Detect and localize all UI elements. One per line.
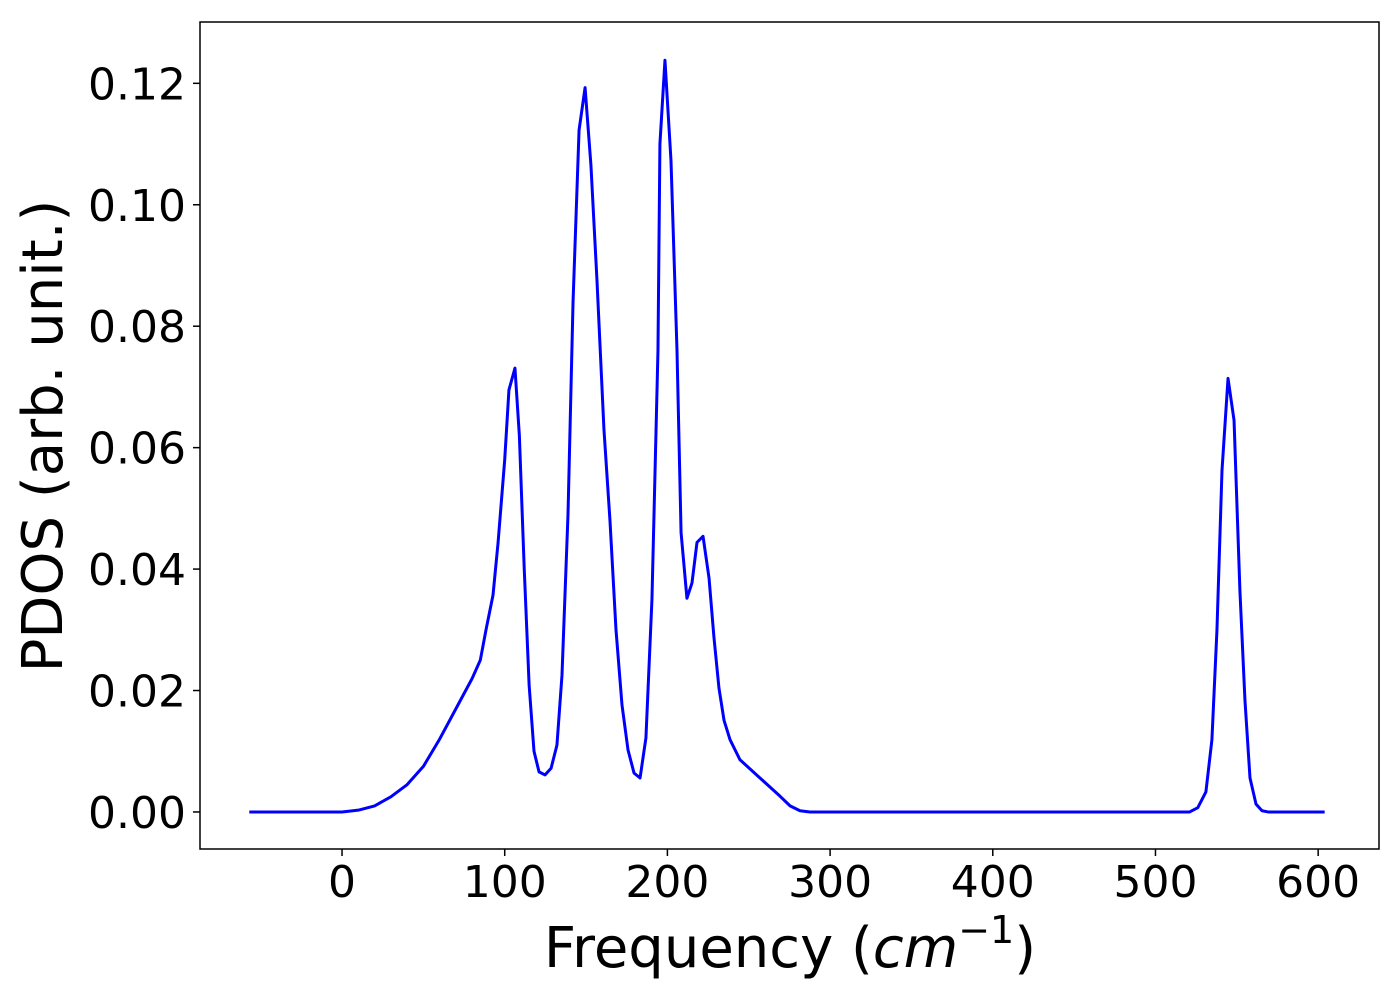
x-tick-label: 100 [463,857,547,908]
y-tick-label: 0.00 [88,788,186,839]
y-tick-label: 0.02 [88,667,186,718]
x-label-close: ) [1014,916,1036,981]
y-tick-label: 0.10 [88,181,186,232]
x-tick-label: 600 [1276,857,1360,908]
y-axis-label: PDOS (arb. unit.) [11,200,76,673]
y-tick-label: 0.08 [88,302,186,353]
x-tick-label: 400 [951,857,1035,908]
x-tick-label: 200 [625,857,709,908]
plot-frame [199,21,1380,850]
x-label-exponent: −1 [958,908,1014,952]
y-tick-label: 0.12 [88,59,186,110]
x-label-text: Frequency ( [544,916,873,981]
x-tick-label: 0 [328,857,356,908]
y-tick-label: 0.06 [88,424,186,475]
x-tick-label: 500 [1113,857,1197,908]
x-tick-label: 300 [788,857,872,908]
x-axis-label: Frequency (cm−1) [544,908,1036,981]
x-label-unit: cm [873,916,958,981]
pdos-line [249,58,1325,814]
y-tick-label: 0.04 [88,545,186,596]
